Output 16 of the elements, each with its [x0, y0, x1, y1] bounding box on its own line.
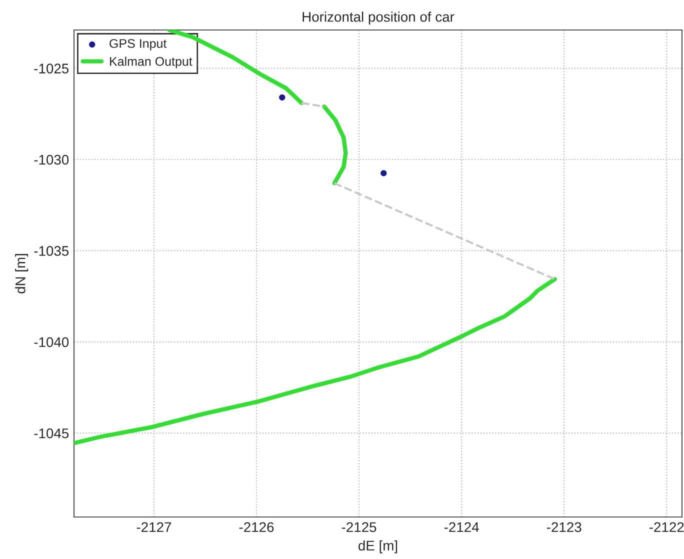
legend-label: Kalman Output [110, 56, 192, 68]
x-tick-label: -2126 [239, 522, 274, 532]
legend-label: GPS Input [110, 39, 167, 50]
x-tick-label: -2122 [649, 522, 684, 532]
y-axis-title: dN [m] [15, 254, 28, 294]
x-tick-label: -2127 [136, 522, 172, 532]
y-tick-label: -1045 [34, 428, 69, 438]
y-tick-label: -1030 [34, 154, 69, 165]
y-tick-label: -1035 [34, 246, 69, 256]
x-tick-label: -2125 [342, 522, 376, 532]
y-tick-label: -1040 [34, 337, 69, 348]
chart-title: Horizontal position of car [302, 12, 454, 25]
x-tick-label: -2124 [444, 522, 479, 532]
x-axis-title: dE [m] [358, 540, 398, 554]
y-tick-label: -1025 [34, 64, 69, 74]
x-tick-label: -2123 [546, 522, 582, 532]
